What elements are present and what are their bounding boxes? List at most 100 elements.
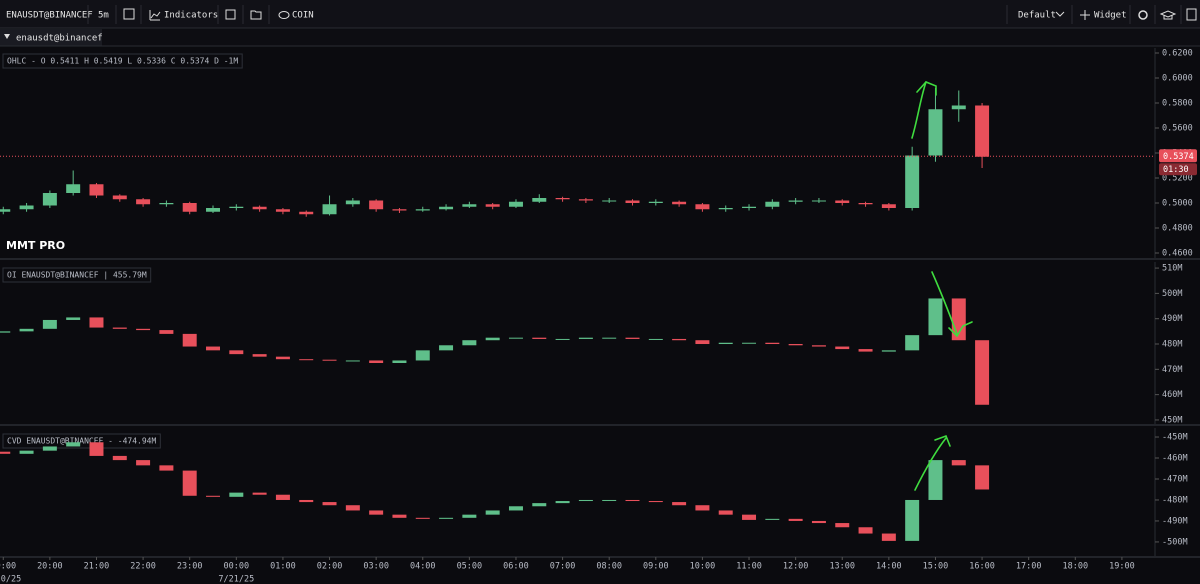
candle-body	[439, 345, 454, 351]
candle-body	[66, 317, 81, 320]
candle-body	[811, 520, 826, 524]
countdown-tag	[1159, 163, 1197, 176]
settings-icon[interactable]	[1138, 10, 1148, 20]
candle-body	[112, 195, 127, 200]
candle-body	[345, 200, 360, 205]
candle-body	[835, 200, 850, 203]
x-tick-label: 04:00	[410, 562, 436, 572]
tab-menu-icon	[4, 34, 10, 39]
y-tick-label: 0.5000	[1162, 199, 1193, 209]
x-tick-label: 19:00	[0, 562, 16, 572]
layout-icon[interactable]	[225, 9, 236, 20]
candle-body	[462, 340, 477, 346]
candle-body	[532, 503, 547, 507]
y-tick-label: 490M	[1162, 314, 1182, 324]
folder-icon[interactable]	[250, 10, 262, 20]
candle-body	[742, 206, 757, 208]
candle-body	[602, 499, 617, 501]
last-price-tag	[1159, 149, 1197, 163]
candle-body	[718, 342, 733, 345]
annotations	[911, 81, 973, 491]
candle-body	[322, 359, 337, 361]
y-tick-label: 0.4800	[1162, 224, 1193, 234]
candle-body	[648, 338, 663, 340]
candle-body	[415, 517, 430, 519]
candle-body	[136, 199, 151, 205]
candle-body	[695, 340, 710, 345]
candle-body	[718, 208, 733, 210]
coin-button[interactable]: COIN	[292, 11, 314, 21]
x-tick-label: 16:00	[969, 562, 995, 572]
candle-body	[905, 499, 920, 541]
candle-body	[112, 455, 127, 461]
candle-body	[508, 201, 523, 207]
y-tick-label: -460M	[1162, 454, 1188, 464]
candle-body	[66, 184, 81, 193]
candle-body	[0, 451, 11, 454]
candle-body	[369, 200, 384, 210]
x-tick-label: 21:00	[84, 562, 110, 572]
candle-body	[415, 350, 430, 361]
candle-body	[159, 465, 174, 471]
candle-body	[672, 502, 687, 506]
tab-label[interactable]: enausdt@binancef	[16, 34, 103, 44]
x-tick-label: 13:00	[829, 562, 855, 572]
candle-body	[742, 514, 757, 520]
candle-body	[555, 198, 570, 200]
candle-body	[299, 499, 314, 503]
candle-body	[602, 337, 617, 339]
candle-body	[811, 345, 826, 347]
candle-body	[275, 494, 290, 500]
candle-body	[42, 319, 57, 329]
candle-body	[136, 460, 151, 466]
y-tick-label: -500M	[1162, 537, 1188, 547]
learn-icon[interactable]	[1159, 10, 1177, 20]
candle-body	[508, 506, 523, 511]
candle-body	[322, 204, 337, 215]
candle-body	[625, 337, 640, 339]
widget-button[interactable]: Widget	[1094, 11, 1127, 21]
candle-body	[19, 450, 34, 454]
symbol[interactable]: ENAUSDT@BINANCEF	[6, 11, 93, 21]
x-tick-label: 20:00	[37, 562, 63, 572]
candle-body	[532, 337, 547, 339]
y-tick-label: 500M	[1162, 289, 1182, 299]
interval[interactable]: 5m	[98, 11, 109, 21]
annotation-arrow	[914, 437, 947, 491]
candle-body	[765, 342, 780, 345]
candle-body	[89, 184, 104, 196]
candle-body	[369, 510, 384, 515]
candle-body	[299, 211, 314, 215]
icon	[123, 8, 135, 20]
candle-body	[881, 533, 896, 541]
y-tick-label: 470M	[1162, 365, 1182, 375]
candle-body	[928, 298, 943, 336]
y-tick-label: 480M	[1162, 340, 1182, 350]
plot-area: 0.46000.48000.50000.52000.54000.56000.58…	[0, 48, 1200, 584]
tab[interactable]	[0, 29, 102, 46]
candle-body	[439, 206, 454, 210]
user-icon[interactable]	[1186, 8, 1197, 21]
candle-body	[0, 209, 11, 212]
candle-body	[229, 206, 244, 208]
candle-body	[555, 501, 570, 504]
indicators-button[interactable]: Indicators	[164, 11, 218, 21]
candle-body	[811, 200, 826, 202]
toolbar	[0, 0, 1200, 28]
x-tick-label: 05:00	[457, 562, 483, 572]
candle-body	[322, 502, 337, 506]
panel-header-box	[2, 267, 152, 283]
candle-body	[252, 354, 267, 357]
panel-header-box	[2, 53, 243, 69]
layout-select[interactable]: Default	[1018, 11, 1056, 21]
x-tick-label: 00:00	[224, 562, 250, 572]
candle-body	[182, 203, 197, 212]
candle-body	[648, 201, 663, 203]
panel-header: OI ENAUSDT@BINANCEF | 455.79M	[7, 271, 147, 280]
candle-body	[42, 446, 57, 451]
candle-body	[252, 206, 267, 210]
x-tick-label: 14:00	[876, 562, 902, 572]
chart-type-button[interactable]	[123, 8, 135, 20]
candle-body	[206, 495, 220, 497]
